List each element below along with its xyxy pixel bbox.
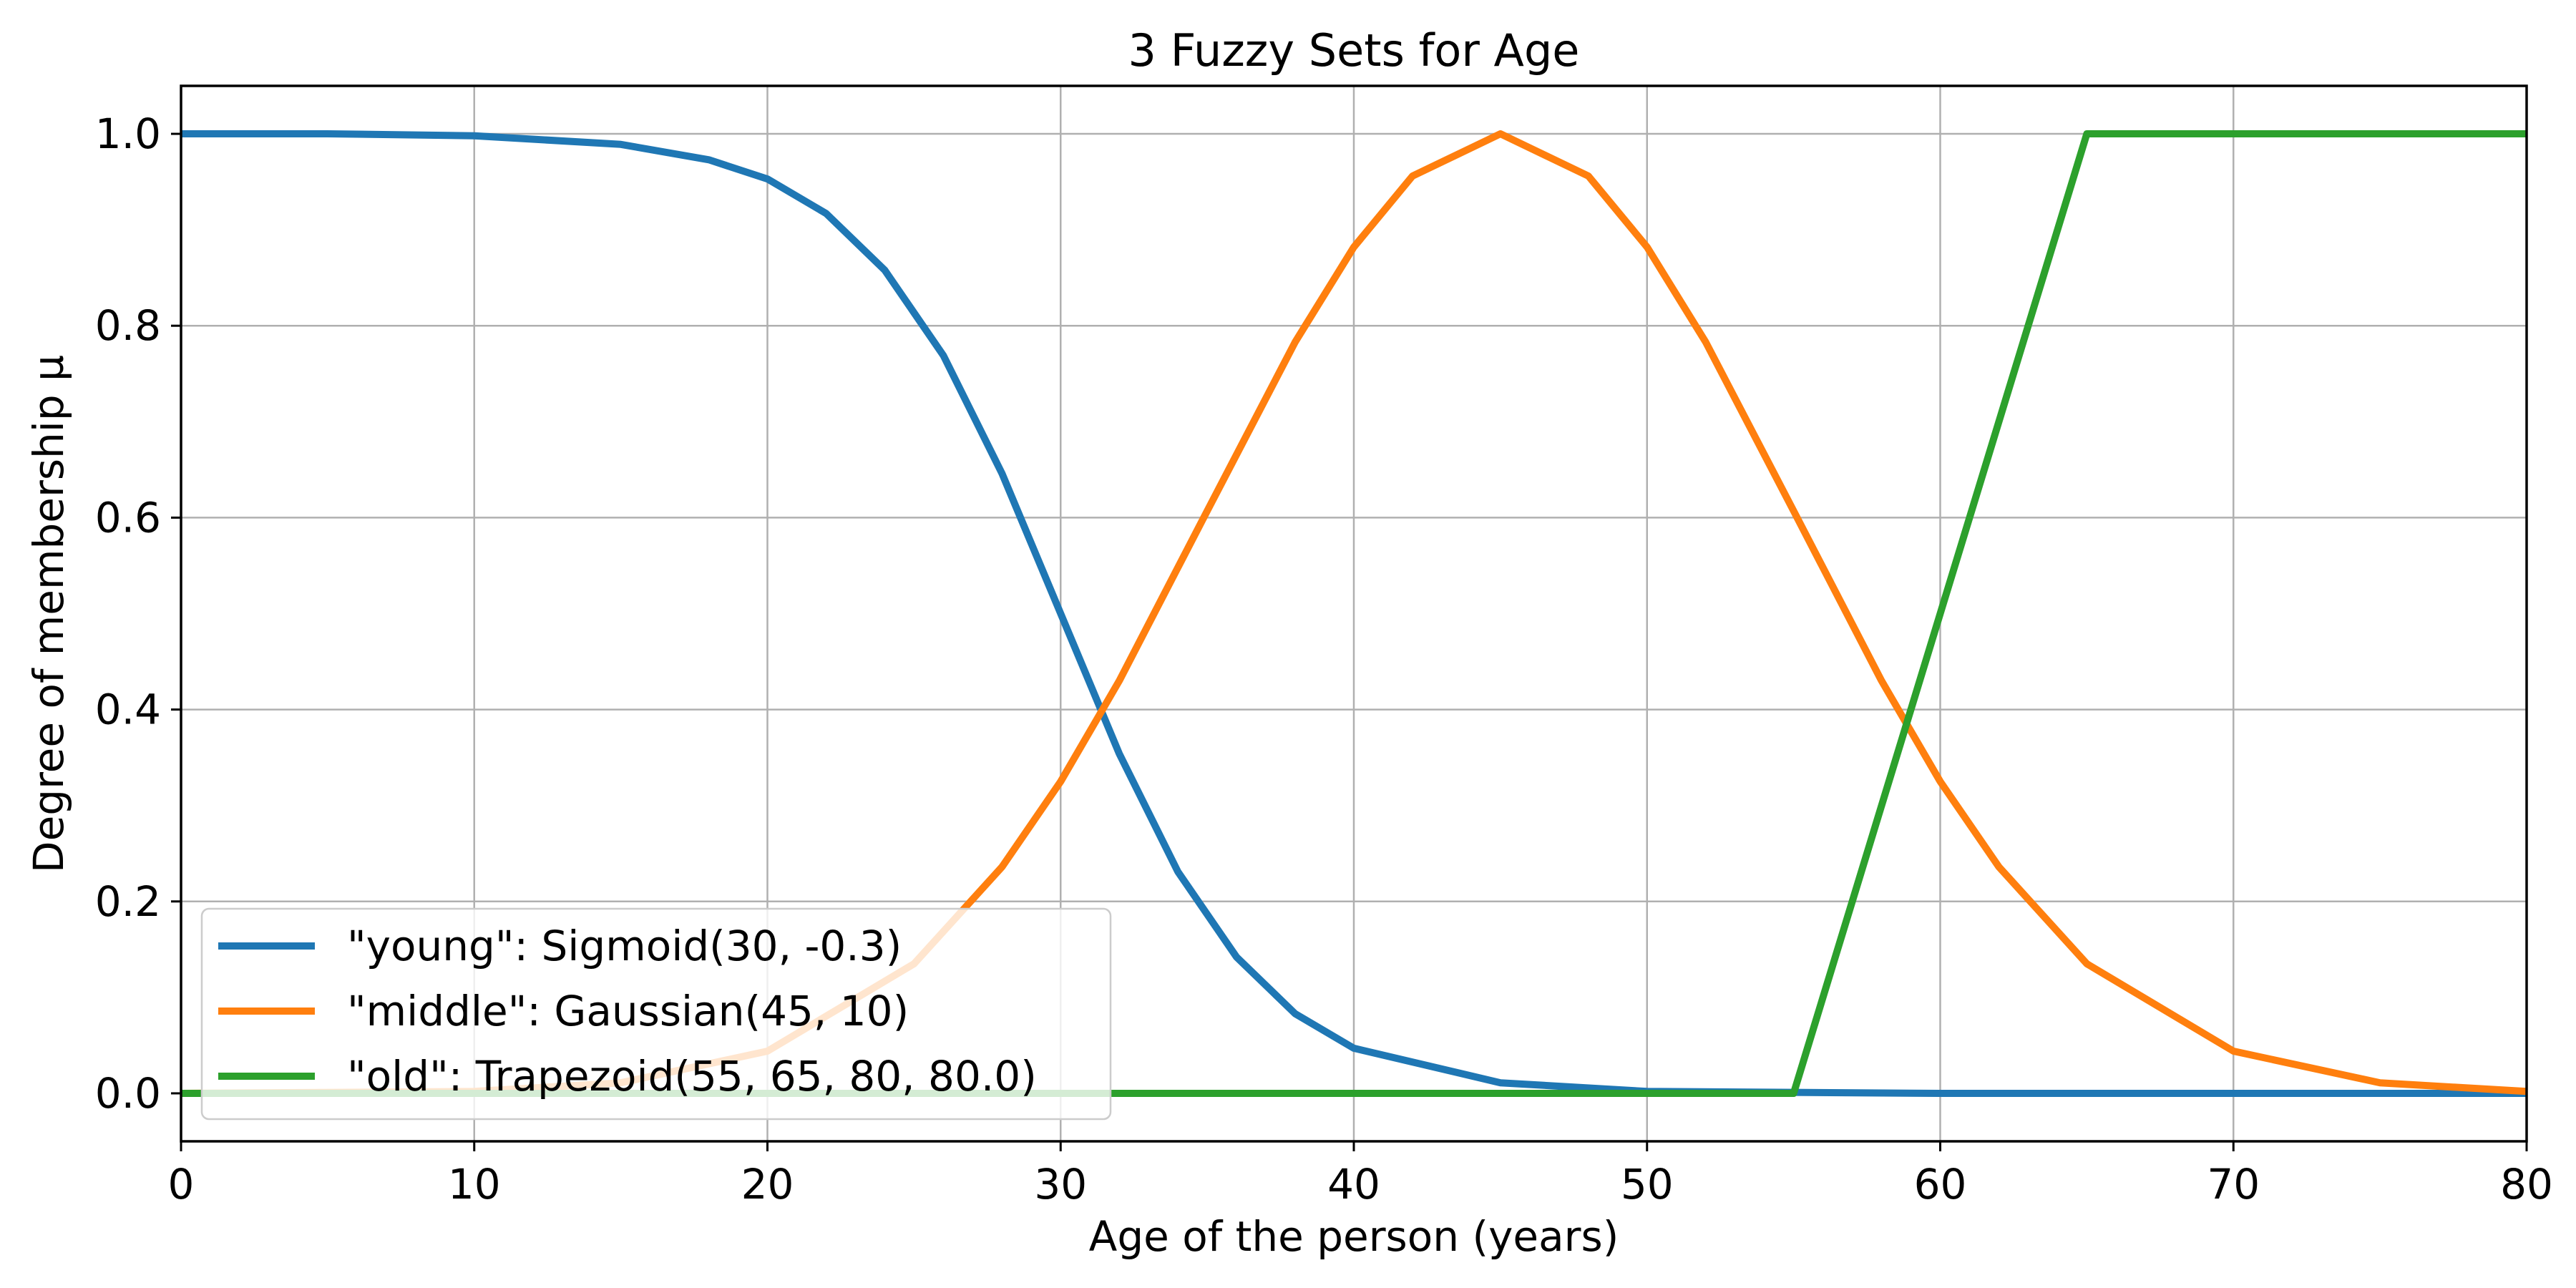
- x-tick-label: 80: [2500, 1160, 2553, 1209]
- axis-ticks: 0 10 20 30 40 50 60 70 80 0.0 0.2 0.4 0.6 0.8 1.0: [95, 109, 2553, 1209]
- legend: "young": Sigmoid(30, -0.3) "middle": Gaus…: [200, 907, 1112, 1121]
- x-tick-label: 0: [168, 1160, 195, 1209]
- y-tick-label: 0.8: [95, 301, 161, 350]
- legend-label: "young": Sigmoid(30, -0.3): [347, 922, 902, 970]
- plot-frame: [180, 84, 2528, 1143]
- y-tick-label: 0.4: [95, 686, 161, 734]
- x-tick-label: 60: [1914, 1160, 1967, 1209]
- x-tick-label: 10: [448, 1160, 501, 1209]
- x-tick-label: 20: [741, 1160, 794, 1209]
- y-tick-label: 0.6: [95, 493, 161, 542]
- x-tick-label: 50: [1621, 1160, 1674, 1209]
- legend-label: "middle": Gaussian(45, 10): [347, 987, 909, 1035]
- x-tick-label: 40: [1327, 1160, 1380, 1209]
- chart-title: 3 Fuzzy Sets for Age: [1128, 24, 1580, 77]
- x-tick-label: 70: [2207, 1160, 2260, 1209]
- legend-label: "old": Trapezoid(55, 65, 80, 80.0): [347, 1052, 1037, 1101]
- x-axis-label: Age of the person (years): [1089, 1212, 1619, 1261]
- y-axis-label: Degree of membership µ: [24, 355, 73, 873]
- x-tick-label: 30: [1034, 1160, 1087, 1209]
- y-tick-label: 0.2: [95, 877, 161, 926]
- y-tick-label: 0.0: [95, 1069, 161, 1118]
- y-tick-label: 1.0: [95, 109, 161, 158]
- legend-frame: [200, 907, 1112, 1121]
